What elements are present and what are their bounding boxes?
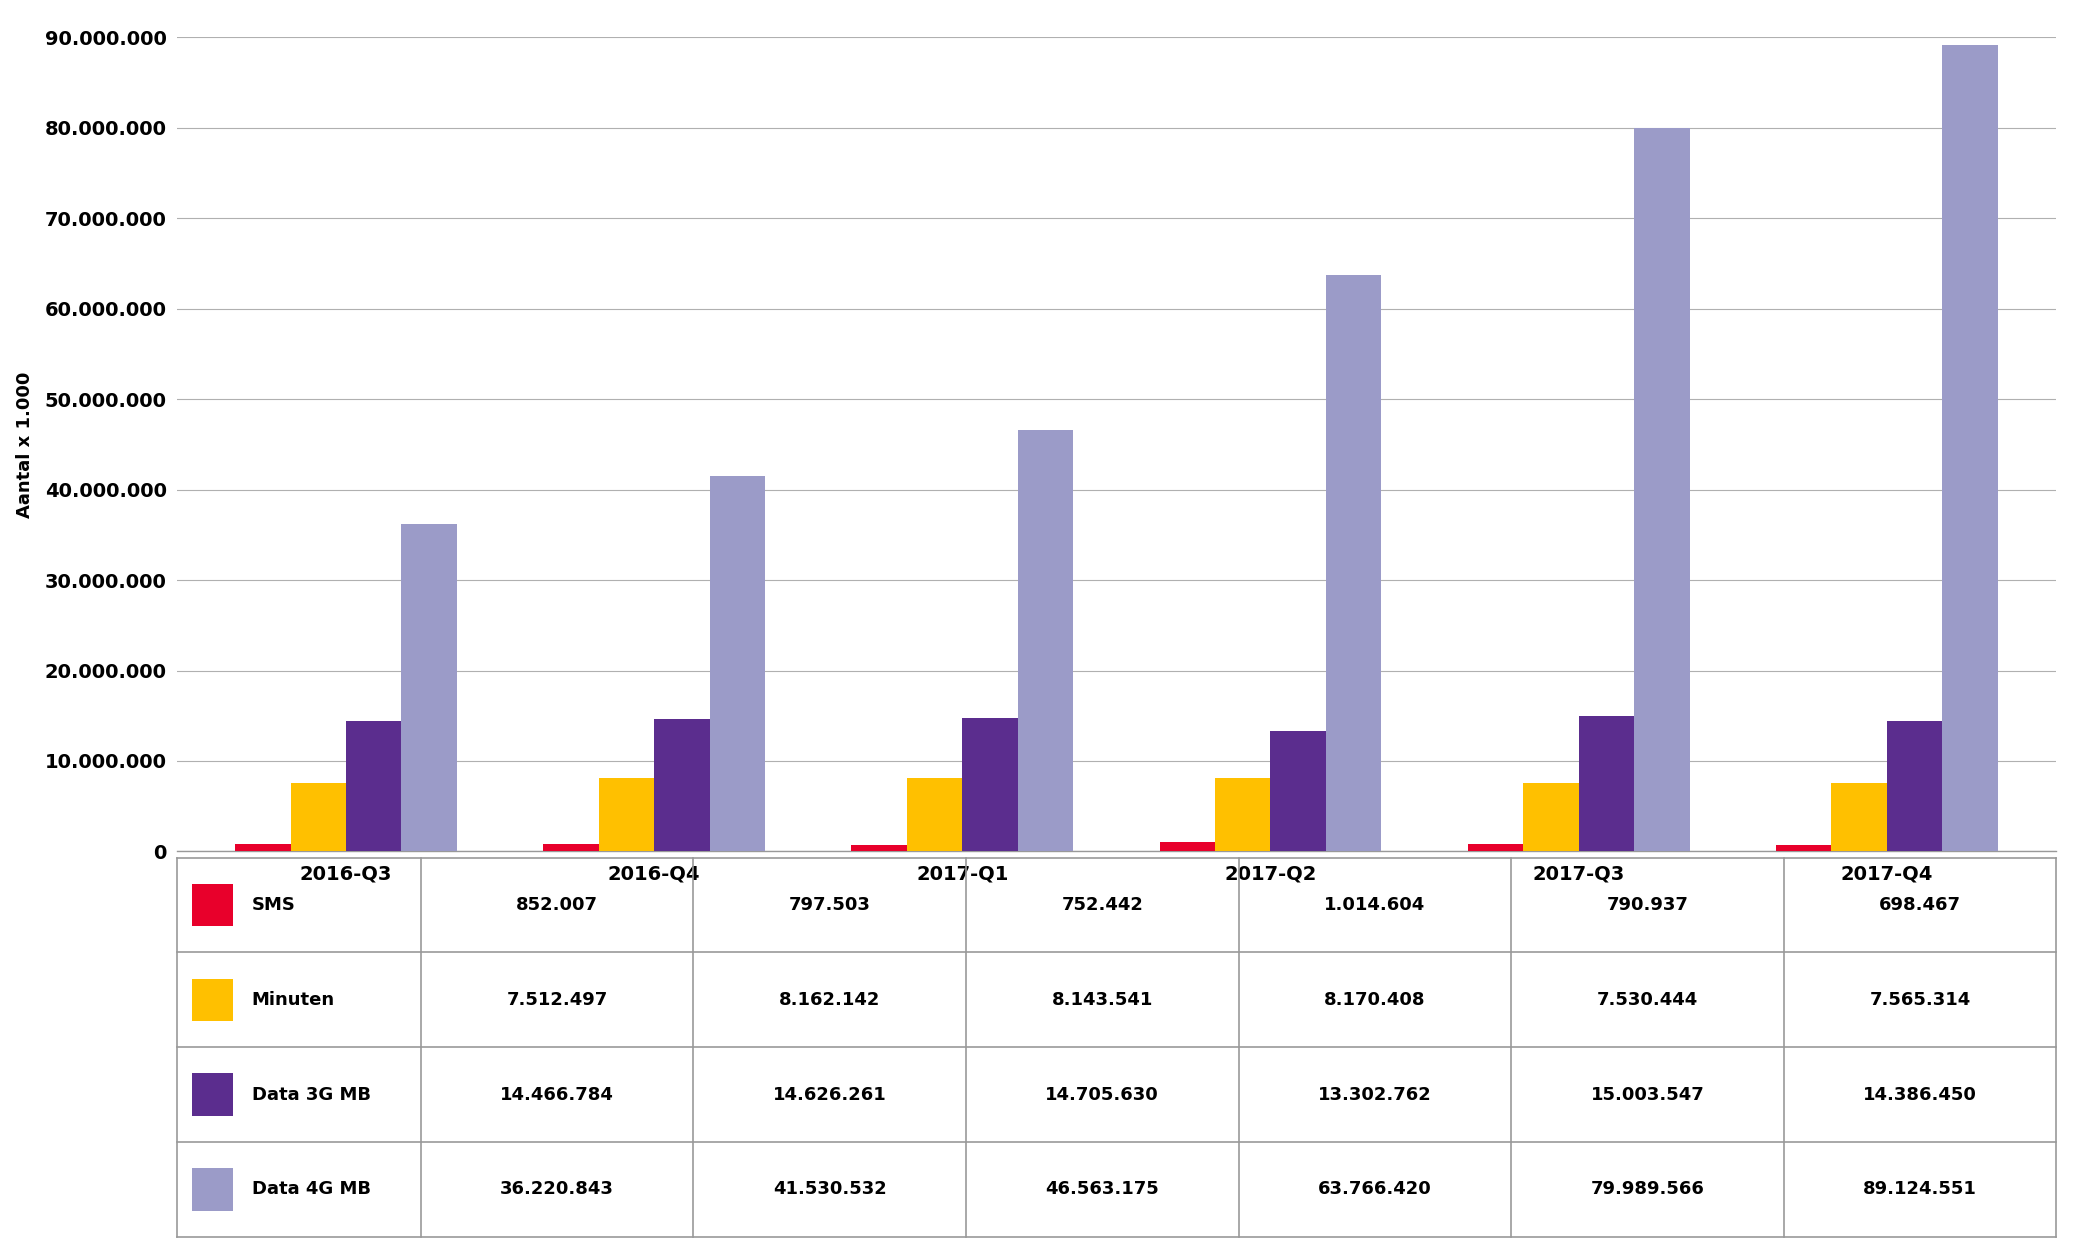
Text: 79.989.566: 79.989.566 [1591, 1181, 1705, 1198]
Text: 7.565.314: 7.565.314 [1869, 991, 1971, 1009]
Bar [1325, 275, 1381, 851]
Bar [1159, 843, 1215, 851]
Text: 852.007: 852.007 [517, 896, 598, 914]
Text: 13.302.762: 13.302.762 [1319, 1085, 1431, 1104]
Text: 89.124.551: 89.124.551 [1863, 1181, 1977, 1198]
Bar [401, 523, 457, 851]
Bar [347, 721, 401, 851]
Text: 1.014.604: 1.014.604 [1325, 896, 1425, 914]
Text: 7.512.497: 7.512.497 [507, 991, 609, 1009]
Text: SMS: SMS [251, 896, 295, 914]
Text: Data 3G MB: Data 3G MB [251, 1085, 370, 1104]
Text: 46.563.175: 46.563.175 [1045, 1181, 1159, 1198]
Bar [1776, 845, 1832, 851]
Y-axis label: Aantal x 1.000: Aantal x 1.000 [17, 372, 33, 517]
Bar [1215, 778, 1271, 851]
Bar [191, 884, 233, 926]
Bar [654, 720, 710, 851]
Text: 63.766.420: 63.766.420 [1319, 1181, 1431, 1198]
Bar [908, 778, 962, 851]
Text: 752.442: 752.442 [1061, 896, 1142, 914]
Text: 8.170.408: 8.170.408 [1325, 991, 1425, 1009]
Text: 14.705.630: 14.705.630 [1045, 1085, 1159, 1104]
Bar [235, 844, 291, 851]
Text: 36.220.843: 36.220.843 [501, 1181, 615, 1198]
Bar [1522, 783, 1579, 851]
Text: 790.937: 790.937 [1606, 896, 1689, 914]
Text: 698.467: 698.467 [1880, 896, 1961, 914]
Text: Data 4G MB: Data 4G MB [251, 1181, 370, 1198]
Bar [1579, 716, 1635, 851]
Bar [598, 778, 654, 851]
Text: 14.626.261: 14.626.261 [773, 1085, 887, 1104]
Text: 8.143.541: 8.143.541 [1051, 991, 1153, 1009]
Text: 41.530.532: 41.530.532 [773, 1181, 887, 1198]
Text: 8.162.142: 8.162.142 [779, 991, 881, 1009]
Bar [962, 718, 1018, 851]
Bar [1271, 731, 1325, 851]
Bar [1018, 430, 1074, 851]
Text: 797.503: 797.503 [789, 896, 870, 914]
Bar [191, 1168, 233, 1211]
Bar [191, 978, 233, 1022]
Bar [852, 845, 908, 851]
Text: 15.003.547: 15.003.547 [1591, 1085, 1705, 1104]
Text: 7.530.444: 7.530.444 [1597, 991, 1699, 1009]
Bar [1635, 128, 1689, 851]
Bar [1468, 844, 1522, 851]
Text: 14.386.450: 14.386.450 [1863, 1085, 1977, 1104]
Text: Minuten: Minuten [251, 991, 334, 1009]
Bar [710, 476, 764, 851]
Bar [1942, 45, 1998, 851]
Bar [291, 783, 347, 851]
Bar [1832, 783, 1886, 851]
Bar [1886, 721, 1942, 851]
Text: 14.466.784: 14.466.784 [501, 1085, 615, 1104]
Bar [544, 844, 598, 851]
Bar [191, 1073, 233, 1116]
